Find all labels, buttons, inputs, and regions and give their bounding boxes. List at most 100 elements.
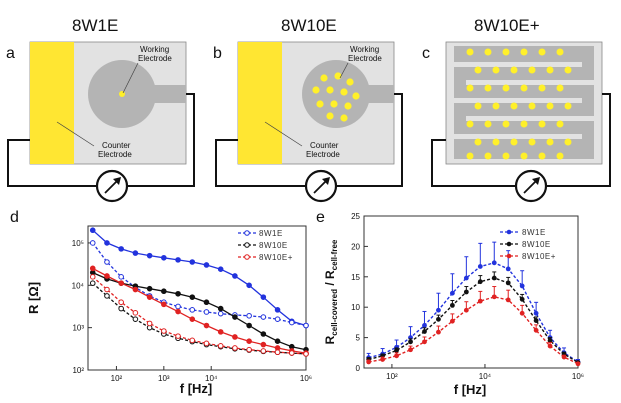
panel-c-spot-29 (556, 120, 564, 128)
panel-b-counter-label-line2: Electrode (306, 150, 340, 159)
chart-d-point-1-2 (118, 274, 124, 280)
chart-d-point-0-12 (260, 294, 267, 300)
chart-e-point-1-3 (408, 339, 413, 345)
chart-d-y-tick-label-3: 10⁵ (72, 239, 84, 248)
chart-e-point-0-11 (519, 283, 525, 289)
chart-d-point-5-0 (89, 274, 96, 280)
chart-e-point-2-5 (436, 329, 441, 335)
chart-e-point-1-5 (436, 316, 441, 322)
chart-d-point-5-13 (274, 349, 281, 356)
chart-d-point-5-8 (203, 340, 210, 347)
chart-d-point-4-3 (132, 286, 139, 293)
chart-d-point-1-0 (89, 240, 96, 246)
panel-b-working-electrode (302, 60, 370, 128)
chart-e-point-2-8 (477, 298, 483, 304)
chart-e-point-2-0 (366, 359, 372, 365)
chart-d-point-3-2 (118, 305, 124, 312)
panel-c-spot-27 (520, 120, 528, 128)
chart-d-y-axis-label: R [Ω] (26, 282, 41, 314)
chart-e-point-2-4 (422, 339, 427, 345)
chart-d-point-3-3 (132, 316, 139, 322)
chart-d-series-line-5 (92, 276, 307, 355)
chart-e-y-label-sub2: cell-free (330, 239, 339, 270)
chart-d-point-0-0 (89, 227, 96, 234)
chart-d-point-5-3 (132, 310, 139, 316)
chart-e-series-line-2 (368, 296, 579, 365)
chart-d-ticks: 10² 10³ 10⁴ 10⁶ 10² 10³ 10⁴ 10⁵ (72, 239, 312, 383)
chart-d-point-0-3 (132, 250, 139, 256)
chart-e-x-tick-label-2: 10⁶ (572, 372, 584, 381)
panel-c-spot-30 (474, 138, 482, 146)
chart-e-point-0-12 (533, 310, 539, 316)
panel-c-spot-32 (510, 138, 518, 146)
chart-d-x-tick-label-1: 10³ (158, 374, 170, 383)
chart-e-point-0-7 (463, 275, 469, 281)
panel-b-spot-7 (316, 100, 324, 108)
panel-c-spot-33 (528, 138, 536, 146)
chart-e-y-tick-label-4: 20 (351, 242, 360, 251)
chart-d-point-5-14 (288, 350, 295, 356)
chart-d-point-2-12 (260, 331, 267, 337)
chart-e-y-label-r2: / R (323, 270, 337, 289)
chart-e-point-2-7 (463, 307, 469, 313)
panel-c-spot-41 (556, 152, 564, 160)
panel-c-spot-12 (466, 84, 474, 92)
chart-d-legend-label-0: 8W1E (259, 229, 283, 238)
chart-d-point-1-14 (288, 319, 295, 326)
chart-e-point-2-9 (491, 294, 497, 300)
chart-e-legend-label-1: 8W10E (522, 240, 551, 249)
chart-e-point-2-13 (547, 343, 553, 349)
panel-a-counter-label-line2: Electrode (98, 150, 132, 159)
panel-c-spot-11 (564, 66, 572, 74)
chart-e-point-0-4 (422, 323, 427, 328)
chart-e-y-tick-label-3: 15 (351, 273, 360, 282)
chart-e-x-axis-label: f [Hz] (454, 382, 487, 397)
chart-d-point-5-4 (146, 320, 153, 327)
chart-d-y-tick-label-2: 10⁴ (72, 281, 85, 290)
chart-d-point-0-6 (175, 257, 181, 263)
chart-d-point-5-1 (104, 286, 110, 293)
panel-a-working-leader (122, 62, 139, 94)
panel-a: 8W1E a Working Electrode Counter Electro… (6, 16, 195, 203)
panel-a-counter-label: Counter Electrode (98, 141, 133, 159)
panel-c-circuit-left (431, 139, 516, 187)
chart-e-point-1-4 (422, 329, 427, 334)
panel-a-counter-electrode (30, 42, 74, 164)
chart-e-point-1-2 (394, 347, 399, 353)
chart-d-point-2-10 (232, 314, 238, 320)
chart-d-point-0-11 (246, 282, 252, 289)
panel-c-title: 8W10E+ (474, 16, 540, 35)
chart-e-legend-label-0: 8W1E (522, 228, 546, 237)
chart-d-point-4-8 (203, 322, 210, 329)
panel-a-circuit-right (127, 93, 195, 187)
chart-d-point-0-2 (118, 246, 124, 252)
chart-e-y-tick-label-2: 10 (351, 303, 360, 312)
chart-d-point-3-0 (89, 280, 96, 286)
chart-e-point-1-6 (449, 302, 455, 308)
chart-d-y-tick-label-0: 10² (72, 366, 84, 375)
chart-d-point-5-2 (118, 299, 124, 306)
chart-d-point-0-8 (203, 262, 210, 268)
chart-e-point-2-10 (505, 297, 511, 303)
panel-c-finger-gap-1 (466, 80, 594, 85)
chart-d-point-5-15 (303, 351, 309, 357)
panel-a-circuit-left (7, 139, 97, 187)
panel-c-spot-25 (484, 120, 492, 128)
panel-b-spot-8 (330, 100, 338, 108)
panel-b-spot-9 (344, 102, 352, 110)
chart-e-point-0-5 (436, 307, 441, 313)
chart-d-series (89, 227, 309, 357)
panel-c-spot-23 (564, 102, 572, 110)
panel-c-spot-36 (466, 152, 474, 160)
panel-c-finger-gap-2 (454, 98, 582, 103)
panel-b-circuit-right (336, 93, 403, 187)
panel-b: 8W10E b Working Electrode Counter Electr… (213, 16, 403, 203)
chart-e-legend-marker-0 (506, 229, 512, 235)
panel-a-counter-leader (56, 121, 95, 147)
chart-d-point-5-10 (232, 345, 238, 351)
panel-c-spot-34 (546, 138, 554, 146)
panel-c-spot-10 (546, 66, 554, 74)
chart-e-point-1-8 (477, 279, 483, 285)
chart-d-point-5-7 (189, 337, 196, 344)
